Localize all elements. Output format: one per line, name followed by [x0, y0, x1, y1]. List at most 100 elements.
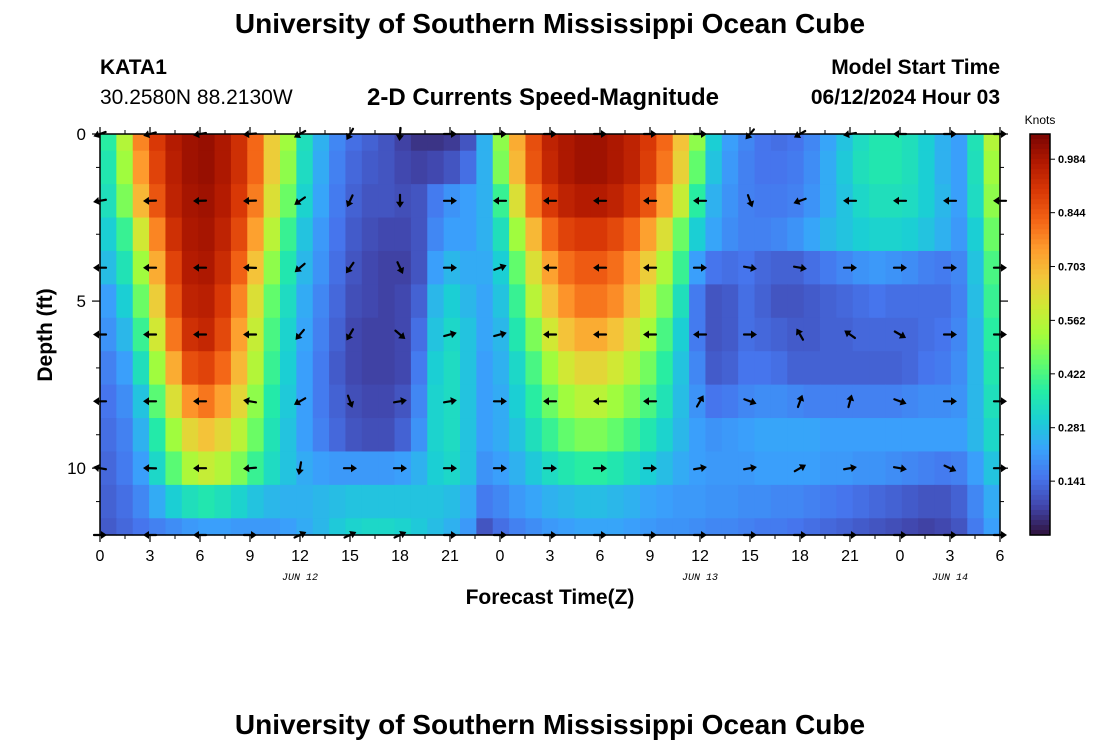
heatmap-cell — [574, 384, 592, 419]
heatmap-cell — [950, 150, 968, 185]
heatmap-cell — [689, 418, 707, 453]
current-arrow — [542, 464, 557, 473]
heatmap-cell — [754, 451, 772, 486]
heatmap-cell — [361, 150, 379, 185]
heatmap-cell — [738, 150, 756, 185]
heatmap-cell — [410, 384, 428, 419]
arrow-head — [899, 397, 907, 406]
heatmap-cell — [574, 451, 592, 486]
heatmap-cell — [132, 317, 150, 352]
heatmap-cell — [721, 217, 739, 252]
heatmap-cell — [181, 184, 199, 219]
colorbar-swatch — [1030, 434, 1050, 441]
arrow-head — [351, 464, 357, 473]
heatmap-cell — [525, 317, 543, 352]
heatmap-cell — [754, 384, 772, 419]
colorbar-swatch — [1030, 294, 1050, 301]
current-arrow — [543, 330, 558, 339]
current-arrow — [643, 263, 658, 272]
colorbar-swatch — [1030, 424, 1050, 431]
heatmap-cell — [525, 351, 543, 386]
heatmap-cell — [901, 518, 919, 536]
colorbar-swatch — [1030, 379, 1050, 386]
heatmap-cell — [149, 317, 167, 352]
arrow-head — [451, 263, 457, 272]
heatmap-cell — [263, 451, 281, 486]
heatmap-cell — [820, 384, 837, 419]
heatmap-cell — [967, 518, 985, 536]
heatmap-cell — [607, 250, 625, 285]
heatmap-cell — [410, 317, 428, 352]
heatmap-cell — [361, 134, 379, 152]
arrow-head — [593, 330, 599, 339]
heatmap-cell — [656, 451, 674, 486]
heatmap-cell — [410, 484, 428, 519]
heatmap-cell — [492, 134, 510, 152]
heatmap-cell — [296, 150, 314, 185]
arrow-head — [900, 464, 907, 473]
arrow-head — [295, 468, 304, 476]
heatmap-cell — [787, 418, 805, 453]
arrow-head — [243, 196, 250, 205]
colorbar-swatch — [1030, 509, 1050, 516]
current-arrow — [243, 397, 258, 406]
current-arrow — [796, 328, 805, 341]
current-arrow — [793, 197, 807, 205]
heatmap-cell — [296, 217, 314, 252]
heatmap-cell — [100, 484, 117, 519]
x-tick-label: 3 — [946, 548, 955, 565]
heatmap-cell — [378, 351, 396, 386]
heatmap-cell — [410, 150, 428, 185]
heatmap-cells — [100, 134, 1001, 536]
heatmap-cell — [656, 418, 674, 453]
arrow-head — [643, 397, 649, 406]
arrow-head — [701, 263, 707, 272]
heatmap-cell — [509, 384, 527, 419]
heatmap-cell — [476, 418, 494, 453]
heatmap-cell — [967, 150, 985, 185]
current-arrow — [346, 394, 355, 408]
heatmap-cell — [705, 250, 723, 285]
heatmap-cell — [394, 418, 412, 453]
heatmap-cell — [460, 217, 477, 252]
heatmap-cell — [263, 351, 281, 386]
heatmap-cell — [394, 284, 412, 319]
heatmap-cell — [263, 217, 281, 252]
heatmap-cell — [590, 351, 608, 386]
arrow-head — [93, 130, 101, 139]
heatmap-cell — [885, 150, 903, 185]
heatmap-cell — [918, 134, 936, 152]
heatmap-cell — [705, 284, 723, 319]
heatmap-cell — [640, 351, 657, 386]
colorbar-swatch — [1030, 169, 1050, 175]
colorbar-swatch — [1030, 394, 1050, 401]
heatmap-cell — [754, 250, 772, 285]
heatmap-cell — [345, 217, 363, 252]
date-label: JUN 12 — [282, 573, 318, 584]
heatmap-cell — [247, 351, 265, 386]
heatmap-cell — [378, 384, 396, 419]
heatmap-cell — [247, 418, 265, 453]
arrow-head — [543, 196, 549, 205]
station-coordinates: 30.2580N 88.2130W — [100, 86, 293, 109]
heatmap-cell — [263, 418, 281, 453]
heatmap-cell — [689, 351, 707, 386]
heatmap-cell — [116, 518, 134, 536]
heatmap-cell — [230, 217, 248, 252]
heatmap-cell — [623, 451, 641, 486]
current-arrow — [493, 196, 508, 205]
arrow-head — [294, 265, 302, 273]
heatmap-cell — [460, 184, 477, 219]
heatmap-cell — [312, 384, 330, 419]
heatmap-cell — [672, 217, 690, 252]
heatmap-cell — [132, 484, 150, 519]
heatmap-cell — [721, 384, 739, 419]
heatmap-cell — [901, 134, 919, 152]
arrow-head — [543, 330, 549, 339]
heatmap-cell — [869, 484, 887, 519]
heatmap-cell — [230, 418, 248, 453]
current-arrow — [593, 397, 608, 406]
arrow-head — [193, 464, 199, 473]
heatmap-cell — [607, 518, 625, 536]
heatmap-cell — [312, 217, 330, 252]
